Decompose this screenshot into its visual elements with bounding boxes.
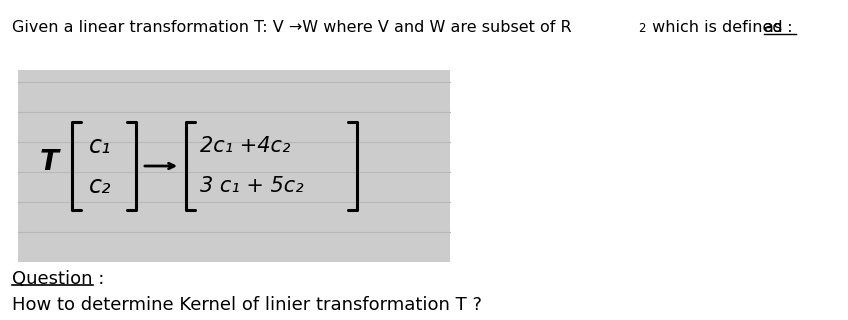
Text: c₂: c₂ bbox=[89, 174, 111, 198]
Text: T: T bbox=[40, 148, 59, 176]
Text: as :: as : bbox=[764, 20, 793, 35]
Text: which is defined: which is defined bbox=[647, 20, 788, 35]
Text: 2c₁ +4c₂: 2c₁ +4c₂ bbox=[200, 136, 290, 156]
Text: 2: 2 bbox=[638, 22, 645, 35]
Text: Question :: Question : bbox=[12, 270, 104, 288]
Text: c₁: c₁ bbox=[89, 134, 111, 158]
Bar bbox=[18, 70, 450, 262]
Text: 3 c₁ + 5c₂: 3 c₁ + 5c₂ bbox=[200, 176, 304, 196]
Text: Given a linear transformation T: V →W where V and W are subset of R: Given a linear transformation T: V →W wh… bbox=[12, 20, 572, 35]
Text: How to determine Kernel of linier transformation T ?: How to determine Kernel of linier transf… bbox=[12, 296, 482, 314]
